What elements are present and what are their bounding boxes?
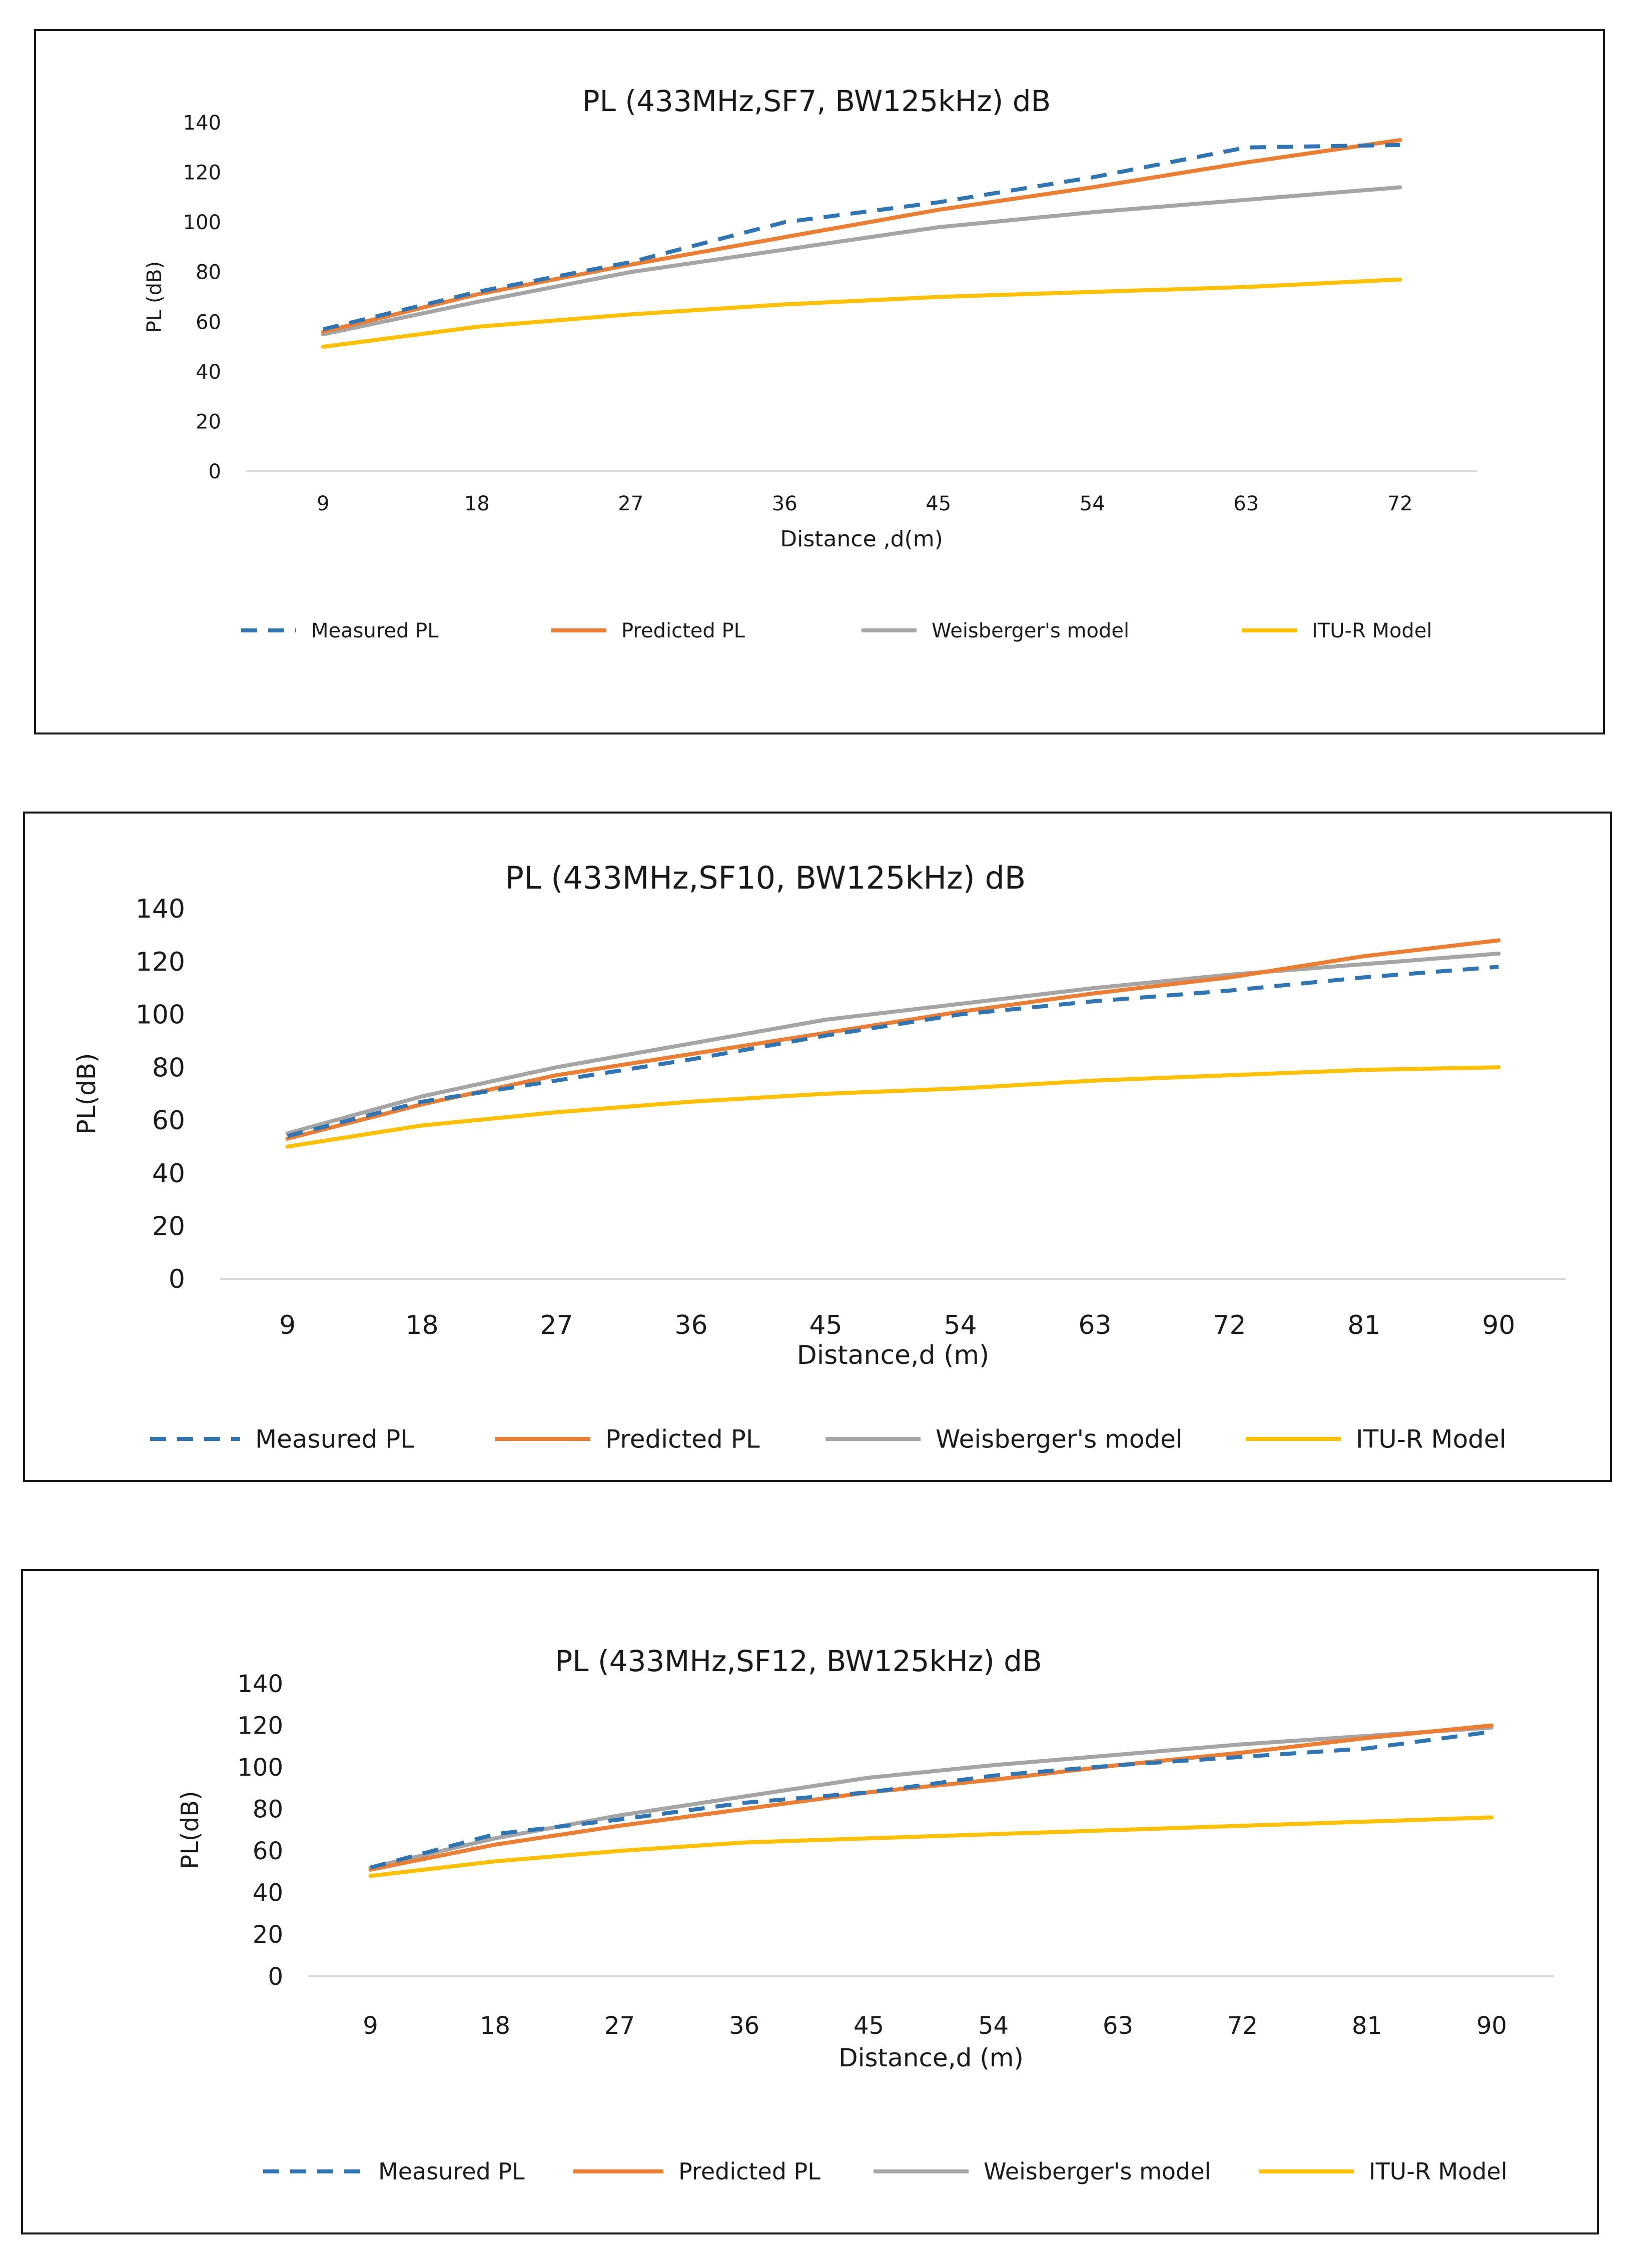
- y-tick-label: 140: [136, 894, 185, 924]
- x-tick-label: 72: [1227, 2012, 1258, 2040]
- y-tick-label: 60: [253, 1837, 283, 1865]
- x-tick-label: 54: [944, 1310, 977, 1340]
- chart-title: PL (433MHz,SF12, BW125kHz) dB: [555, 1644, 1042, 1678]
- legend-label: Measured PL: [255, 1425, 414, 1454]
- x-tick-label: 36: [772, 492, 797, 515]
- legend-label: Measured PL: [378, 2158, 525, 2185]
- y-axis-label: PL(dB): [72, 1053, 101, 1134]
- y-tick-label: 0: [209, 460, 221, 483]
- legend-label: ITU-R Model: [1369, 2158, 1507, 2185]
- y-tick-label: 120: [237, 1712, 283, 1740]
- y-tick-label: 20: [152, 1211, 185, 1241]
- series-line-weisberger-s-model: [368, 1725, 1494, 1870]
- y-tick-label: 60: [196, 311, 221, 334]
- y-tick-label: 40: [253, 1879, 283, 1907]
- chart-sf7-svg: PL (433MHz,SF7, BW125kHz) dB 0 20 40 60 80 100…: [143, 84, 1477, 642]
- chart-sf12-svg: PL (433MHz,SF12, BW125kHz) dB 0 20 40 60 80 10…: [176, 1644, 1554, 2185]
- series-line-weisberger-s-model: [285, 951, 1501, 1136]
- series-line-weisberger-s-model: [321, 185, 1402, 337]
- y-tick-label: 60: [152, 1106, 185, 1136]
- legend-label: Measured PL: [311, 619, 439, 642]
- chart-panel-sf7: PL (433MHz,SF7, BW125kHz) dB 0 20 40 60 80 100…: [34, 29, 1605, 734]
- series-line-predicted-pl: [321, 138, 1402, 334]
- y-tick-label: 140: [237, 1670, 283, 1698]
- x-tick-label: 81: [1347, 1310, 1380, 1340]
- series-line-predicted-pl: [285, 938, 1501, 1141]
- x-tick-label: 81: [1352, 2012, 1382, 2040]
- x-tick-label: 36: [674, 1310, 707, 1340]
- y-tick-label: 120: [136, 947, 185, 977]
- x-tick-label: 18: [405, 1310, 438, 1340]
- legend-label: ITU-R Model: [1356, 1425, 1506, 1454]
- y-tick-label: 0: [169, 1264, 185, 1294]
- x-tick-label: 90: [1482, 1310, 1515, 1340]
- y-tick-label: 40: [196, 361, 221, 384]
- legend-label: Predicted PL: [621, 619, 745, 642]
- x-tick-label: 9: [279, 1310, 296, 1340]
- y-tick-label: 100: [136, 1000, 185, 1030]
- x-tick-label: 27: [540, 1310, 573, 1340]
- series-line-predicted-pl: [368, 1723, 1494, 1872]
- x-tick-label: 90: [1476, 2012, 1507, 2040]
- y-tick-label: 40: [152, 1159, 185, 1189]
- x-tick-label: 54: [1080, 492, 1105, 515]
- x-tick-label: 18: [464, 492, 490, 515]
- legend-label: Predicted PL: [605, 1425, 760, 1454]
- x-axis-label: Distance ,d(m): [780, 526, 943, 552]
- y-tick-label: 20: [253, 1921, 283, 1949]
- y-axis-label: PL (dB): [143, 261, 166, 333]
- series-line-measured-pl: [287, 965, 1499, 1138]
- legend-label: ITU-R Model: [1312, 619, 1432, 642]
- x-tick-label: 9: [317, 492, 329, 515]
- legend-label: Predicted PL: [678, 2158, 821, 2185]
- x-tick-label: 63: [1233, 492, 1259, 515]
- x-tick-label: 72: [1213, 1310, 1246, 1340]
- x-tick-label: 18: [480, 2012, 510, 2040]
- series-line-measured-pl: [370, 1730, 1492, 1870]
- x-tick-label: 63: [1078, 1310, 1111, 1340]
- y-tick-label: 80: [196, 261, 221, 284]
- x-tick-label: 45: [926, 492, 951, 515]
- y-tick-label: 80: [253, 1796, 283, 1824]
- x-axis-label: Distance,d (m): [797, 1340, 990, 1370]
- x-tick-label: 27: [618, 492, 643, 515]
- chart-panel-sf12: PL (433MHz,SF12, BW125kHz) dB 0 20 40 60 80 10…: [21, 1569, 1599, 2234]
- y-tick-label: 100: [183, 211, 221, 234]
- series-line-itu-r-model: [285, 1065, 1501, 1149]
- x-tick-label: 45: [809, 1310, 842, 1340]
- y-tick-label: 80: [152, 1053, 185, 1083]
- series-line-itu-r-model: [321, 277, 1402, 349]
- x-tick-label: 54: [978, 2012, 1009, 2040]
- chart-sf10-svg: PL (433MHz,SF10, BW125kHz) dB 0 20 40 60 80 10…: [72, 860, 1566, 1454]
- chart-title: PL (433MHz,SF7, BW125kHz) dB: [582, 84, 1051, 118]
- y-tick-label: 140: [183, 112, 221, 135]
- legend-label: Weisberger's model: [932, 619, 1129, 642]
- series-line-itu-r-model: [368, 1815, 1494, 1878]
- x-tick-label: 45: [854, 2012, 884, 2040]
- y-tick-label: 0: [268, 1963, 283, 1991]
- x-tick-label: 72: [1387, 492, 1413, 515]
- x-tick-label: 27: [604, 2012, 635, 2040]
- series-line-measured-pl: [322, 143, 1400, 332]
- legend-label: Weisberger's model: [936, 1425, 1183, 1454]
- y-tick-label: 100: [237, 1754, 283, 1782]
- y-tick-label: 120: [183, 162, 221, 185]
- x-tick-label: 9: [363, 2012, 378, 2040]
- x-tick-label: 63: [1103, 2012, 1133, 2040]
- x-tick-label: 36: [729, 2012, 759, 2040]
- legend-label: Weisberger's model: [984, 2158, 1211, 2185]
- y-axis-label: PL(dB): [176, 1791, 204, 1869]
- y-tick-label: 20: [196, 410, 221, 433]
- x-axis-label: Distance,d (m): [839, 2043, 1024, 2072]
- chart-title: PL (433MHz,SF10, BW125kHz) dB: [505, 860, 1026, 896]
- chart-panel-sf10: PL (433MHz,SF10, BW125kHz) dB 0 20 40 60 80 10…: [23, 812, 1612, 1482]
